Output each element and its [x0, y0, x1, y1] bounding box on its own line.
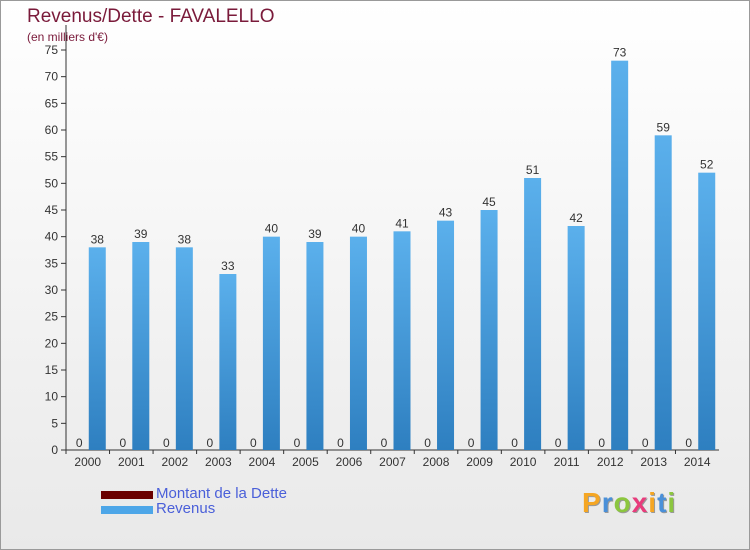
- x-tick-label: 2014: [684, 455, 711, 469]
- x-tick-label: 2011: [554, 455, 580, 469]
- y-tick-label: 45: [45, 203, 59, 217]
- proxiti-logo: Proxiti: [582, 487, 676, 519]
- legend-swatch-revenue: [101, 506, 153, 514]
- data-label-revenue: 40: [352, 222, 366, 236]
- logo-letter: r: [601, 487, 614, 518]
- bar-revenue-2013: [654, 135, 672, 451]
- bar-revenue-2000: [88, 247, 106, 450]
- bar-revenue-2002: [175, 247, 193, 450]
- data-label-revenue: 39: [134, 227, 148, 241]
- data-label-debt: 0: [76, 436, 83, 450]
- y-tick-label: 65: [45, 96, 59, 110]
- bar-revenue-2008: [437, 220, 455, 450]
- y-tick-label: 70: [45, 70, 59, 84]
- data-label-debt: 0: [468, 436, 475, 450]
- y-tick-label: 0: [51, 443, 58, 457]
- logo-letter: t: [657, 487, 668, 518]
- y-tick-label: 20: [45, 336, 59, 350]
- y-tick-label: 30: [45, 283, 59, 297]
- data-label-revenue: 42: [569, 211, 583, 225]
- logo-letter: x: [631, 487, 649, 518]
- data-label-revenue: 51: [526, 163, 540, 177]
- data-label-revenue: 40: [265, 222, 279, 236]
- x-tick-label: 2013: [640, 455, 667, 469]
- bar-revenue-2001: [132, 242, 150, 450]
- y-tick-label: 35: [45, 256, 59, 270]
- x-tick-label: 2004: [249, 455, 276, 469]
- data-label-revenue: 39: [308, 227, 322, 241]
- bar-revenue-2014: [698, 172, 716, 450]
- bar-revenue-2011: [567, 226, 585, 450]
- data-label-revenue: 33: [221, 259, 235, 273]
- data-label-debt: 0: [555, 436, 562, 450]
- data-label-debt: 0: [250, 436, 257, 450]
- bar-revenue-2007: [393, 231, 411, 450]
- y-tick-label: 75: [45, 43, 59, 57]
- data-label-debt: 0: [381, 436, 388, 450]
- bar-revenue-2003: [219, 274, 237, 450]
- bar-revenue-2009: [480, 210, 498, 450]
- bar-revenue-2005: [306, 242, 324, 450]
- chart-subtitle: (en milliers d'€): [27, 30, 108, 44]
- data-label-debt: 0: [598, 436, 605, 450]
- y-axis: 0 5 10 15 20 25 30 35 40 45 50 55 60 65 70 75: [45, 25, 67, 457]
- data-label-revenue: 52: [700, 158, 714, 172]
- x-tick-label: 2009: [466, 455, 493, 469]
- y-tick-label: 5: [51, 416, 58, 430]
- data-label-revenue: 38: [91, 232, 105, 246]
- legend-label-revenue: Revenus: [156, 500, 216, 517]
- data-label-revenue: 43: [439, 206, 453, 220]
- y-tick-label: 50: [45, 176, 59, 190]
- logo-letter: o: [613, 487, 632, 518]
- bar-revenue-2012: [611, 60, 629, 451]
- data-label-revenue: 59: [657, 120, 671, 134]
- x-tick-label: 2008: [423, 455, 450, 469]
- y-tick-label: 25: [45, 310, 59, 324]
- bar-revenue-2006: [349, 236, 367, 450]
- x-tick-label: 2003: [205, 455, 232, 469]
- x-tick-label: 2007: [379, 455, 406, 469]
- x-axis: 2000 2001 2002 2003 2004 2005 2006 2007 2008 2009…: [65, 449, 719, 469]
- x-tick-label: 2010: [510, 455, 537, 469]
- data-label-debt: 0: [119, 436, 126, 450]
- data-label-debt: 0: [424, 436, 431, 450]
- bar-revenue-2004: [262, 236, 280, 450]
- y-tick-label: 55: [45, 150, 59, 164]
- y-tick-label: 15: [45, 363, 59, 377]
- data-labels: 0 38 0 39 0 38 0 33 0 40 0 39 0 40 0 41 0 43 0 45 0 51 0 42 0 73 0…: [76, 46, 714, 450]
- data-label-debt: 0: [511, 436, 518, 450]
- data-label-revenue: 45: [482, 195, 496, 209]
- y-tick-label: 60: [45, 123, 59, 137]
- data-label-debt: 0: [163, 436, 170, 450]
- logo-letter: P: [582, 487, 602, 518]
- data-label-revenue: 41: [395, 216, 409, 230]
- x-tick-label: 2005: [292, 455, 319, 469]
- legend-label-debt: Montant de la Dette: [156, 485, 287, 502]
- data-label-debt: 0: [642, 436, 649, 450]
- data-label-debt: 0: [685, 436, 692, 450]
- logo-letter: i: [648, 487, 658, 518]
- x-tick-label: 2006: [336, 455, 363, 469]
- y-tick-label: 10: [45, 390, 59, 404]
- logo-letter: i: [667, 487, 677, 518]
- data-label-revenue: 73: [613, 46, 627, 60]
- data-label-debt: 0: [294, 436, 301, 450]
- x-tick-label: 2012: [597, 455, 624, 469]
- bar-revenue-2010: [524, 178, 542, 450]
- data-label-revenue: 38: [178, 232, 192, 246]
- x-tick-label: 2000: [74, 455, 101, 469]
- legend-swatch-debt: [101, 491, 153, 499]
- y-tick-label: 40: [45, 230, 59, 244]
- chart-title: Revenus/Dette - FAVALELLO: [27, 6, 275, 27]
- bars: [88, 60, 716, 451]
- x-tick-label: 2001: [118, 455, 145, 469]
- data-label-debt: 0: [207, 436, 214, 450]
- x-tick-label: 2002: [161, 455, 188, 469]
- data-label-debt: 0: [337, 436, 344, 450]
